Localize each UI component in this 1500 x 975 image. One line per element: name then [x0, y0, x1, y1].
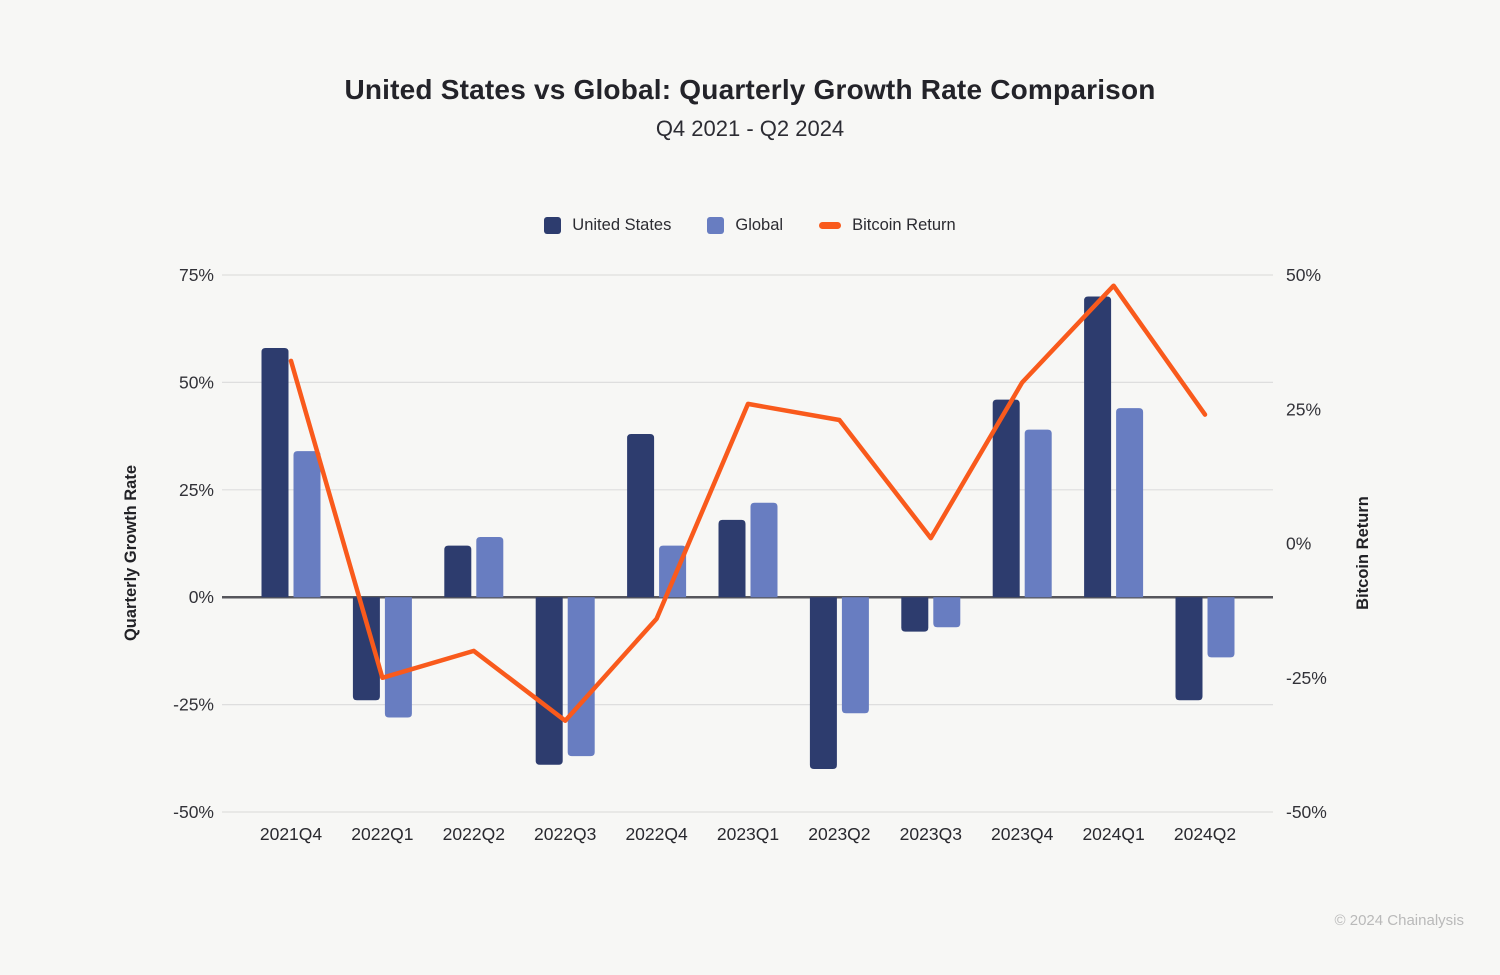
left-tick-label-25%: 25% — [179, 480, 214, 500]
bar-global-2022Q4 — [659, 545, 687, 598]
right-tick-label-50%: 50% — [1286, 265, 1321, 285]
bar-united-states-2023Q3 — [901, 597, 929, 632]
bar-united-states-2022Q2 — [444, 545, 472, 598]
bar-global-2023Q2 — [841, 597, 869, 714]
x-axis-label-2021Q4: 2021Q4 — [260, 824, 323, 844]
legend: United States Global Bitcoin Return — [0, 216, 1500, 235]
bar-united-states-2021Q4 — [261, 348, 289, 598]
left-tick-label--25%: -25% — [173, 695, 214, 715]
left-tick-label--50%: -50% — [173, 802, 214, 822]
left-tick-label-50%: 50% — [179, 372, 214, 392]
bar-global-2023Q4 — [1024, 429, 1052, 598]
legend-label-global: Global — [735, 216, 784, 234]
bar-united-states-2023Q2 — [809, 597, 837, 770]
bar-united-states-2023Q4 — [992, 399, 1020, 598]
bar-global-2023Q3 — [933, 597, 961, 628]
legend-label-united-states: United States — [572, 216, 672, 234]
bar-global-2024Q2 — [1207, 597, 1235, 658]
x-axis-label-2023Q4: 2023Q4 — [991, 824, 1054, 844]
bitcoin-return-line — [288, 283, 1208, 723]
left-axis-title: Quarterly Growth Rate — [122, 465, 140, 641]
bar-global-2022Q2 — [476, 537, 504, 598]
bar-united-states-2022Q3 — [535, 597, 563, 765]
legend-label-bitcoin-return: Bitcoin Return — [852, 216, 956, 234]
x-axis-label-2023Q1: 2023Q1 — [717, 824, 779, 844]
right-tick-label--25%: -25% — [1286, 668, 1327, 688]
legend-swatch-bitcoin-return — [819, 222, 842, 229]
right-tick-label--50%: -50% — [1286, 802, 1327, 822]
bar-united-states-2022Q4 — [627, 433, 655, 598]
left-tick-label-75%: 75% — [179, 265, 214, 285]
chart-title: United States vs Global: Quarterly Growt… — [344, 74, 1156, 105]
chart-subtitle: Q4 2021 - Q2 2024 — [655, 116, 845, 141]
x-axis-label-2024Q2: 2024Q2 — [1174, 824, 1236, 844]
legend-item-united-states: United States — [544, 216, 671, 235]
bar-united-states-2022Q1 — [352, 597, 380, 701]
bar-global-2023Q1 — [750, 502, 778, 598]
bar-global-2024Q1 — [1116, 408, 1144, 598]
right-tick-label-25%: 25% — [1286, 399, 1321, 419]
bar-united-states-2024Q2 — [1175, 597, 1203, 701]
legend-item-bitcoin-return: Bitcoin Return — [819, 216, 956, 235]
right-axis-title: Bitcoin Return — [1354, 496, 1372, 610]
bar-united-states-2023Q1 — [718, 519, 746, 598]
x-axis-label-2024Q1: 2024Q1 — [1082, 824, 1144, 844]
x-axis-label-2022Q3: 2022Q3 — [534, 824, 596, 844]
legend-swatch-united-states — [544, 217, 562, 234]
legend-item-global: Global — [707, 216, 783, 235]
right-tick-label-0%: 0% — [1286, 534, 1311, 554]
bar-global-2022Q1 — [384, 597, 412, 718]
x-axis-label-2022Q2: 2022Q2 — [443, 824, 505, 844]
left-tick-label-0%: 0% — [189, 587, 214, 607]
legend-swatch-global — [707, 217, 725, 234]
bar-united-states-2024Q1 — [1084, 296, 1112, 598]
x-axis-label-2022Q1: 2022Q1 — [351, 824, 413, 844]
x-axis-label-2022Q4: 2022Q4 — [625, 824, 688, 844]
x-axis-label-2023Q2: 2023Q2 — [808, 824, 870, 844]
bar-global-2022Q3 — [567, 597, 595, 757]
x-axis-label-2023Q3: 2023Q3 — [900, 824, 962, 844]
copyright-text: © 2024 Chainalysis — [1334, 912, 1464, 929]
bar-global-2021Q4 — [293, 451, 321, 598]
